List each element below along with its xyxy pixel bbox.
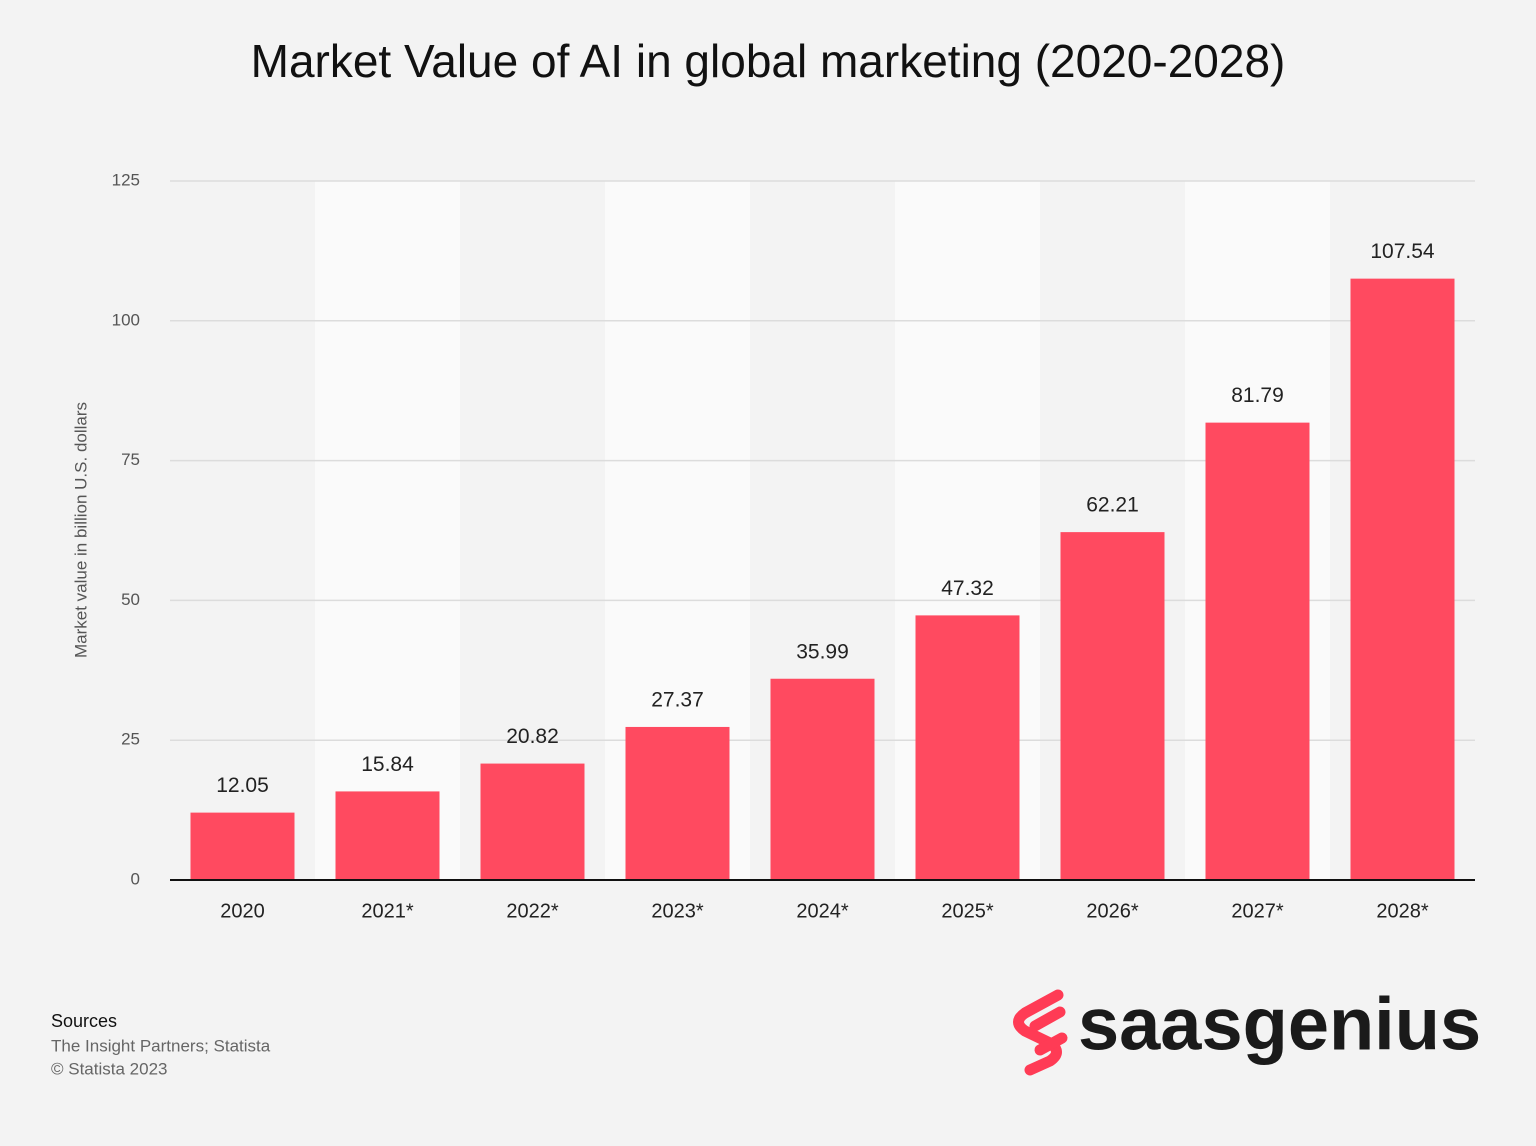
bar [190, 812, 295, 880]
y-tick-label: 50 [121, 590, 140, 609]
y-tick-label: 125 [112, 170, 140, 189]
logo-stroke [1029, 1006, 1066, 1032]
data-label: 27.37 [651, 688, 704, 711]
data-label: 35.99 [796, 640, 849, 663]
x-tick-label: 2025* [941, 900, 993, 922]
data-label: 12.05 [216, 774, 269, 797]
column-band [315, 181, 460, 880]
data-label: 107.54 [1370, 240, 1435, 263]
x-tick-label: 2022* [506, 900, 558, 922]
bar [770, 678, 875, 880]
data-label: 47.32 [941, 577, 994, 600]
data-label: 15.84 [361, 753, 414, 776]
x-tick-label: 2023* [651, 900, 703, 922]
x-tick-label: 2026* [1086, 900, 1138, 922]
logo-stroke [1034, 1032, 1068, 1056]
chart-title: Market Value of AI in global marketing (… [251, 35, 1286, 87]
y-tick-label: 100 [112, 310, 140, 329]
bar [1205, 422, 1310, 880]
bar [915, 615, 1020, 880]
data-label: 62.21 [1086, 494, 1139, 517]
data-label: 20.82 [506, 725, 559, 748]
y-axis-label: Market value in billion U.S. dollars [71, 402, 90, 658]
sources-heading: Sources [51, 1011, 117, 1031]
bar [1060, 532, 1165, 880]
bar [335, 791, 440, 880]
bar [1350, 278, 1455, 880]
source-line: © Statista 2023 [51, 1059, 168, 1078]
logo-icon [1013, 989, 1068, 1076]
bar [480, 763, 585, 880]
source-line: The Insight Partners; Statista [51, 1036, 271, 1055]
y-tick-label: 25 [121, 730, 140, 749]
data-label: 81.79 [1231, 384, 1284, 407]
logo-stroke [1013, 989, 1064, 1076]
x-tick-label: 2028* [1376, 900, 1428, 922]
y-tick-label: 0 [131, 869, 140, 888]
logo-text: saasgenius [1078, 983, 1481, 1066]
x-tick-label: 2021* [361, 900, 413, 922]
x-tick-label: 2020 [220, 900, 265, 922]
bar [625, 726, 730, 880]
y-tick-label: 75 [121, 450, 140, 469]
x-tick-label: 2024* [796, 900, 848, 922]
x-tick-label: 2027* [1231, 900, 1283, 922]
